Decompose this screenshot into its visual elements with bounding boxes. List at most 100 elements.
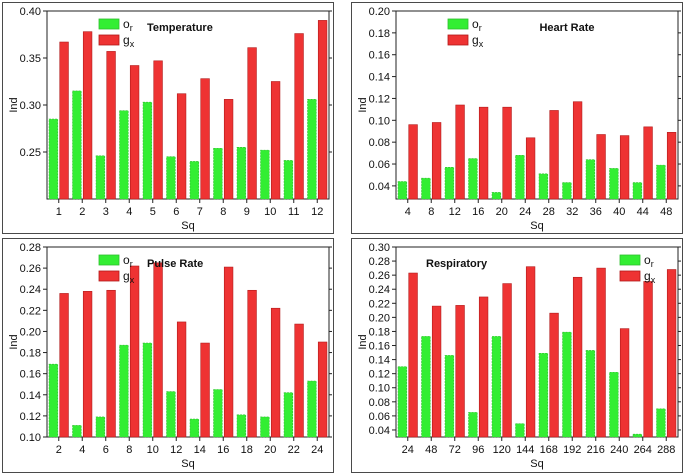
chart-respiratory-bar-gx-192: [572, 276, 583, 438]
chart-temperature-bar-or-4: [119, 110, 129, 200]
chart-respiratory-xtick-label: 240: [610, 444, 628, 456]
chart-respiratory-ytick-label: 0.22: [369, 298, 390, 310]
chart-pulse-rate-bar-or-20: [260, 416, 270, 438]
chart-respiratory-legend-label-or: or: [644, 253, 654, 269]
chart-respiratory-xtick-label: 24: [402, 444, 414, 456]
chart-pulse-rate-xtick-label: 4: [79, 444, 85, 456]
chart-heart-rate-bar-or-44: [632, 182, 643, 200]
chart-heart-rate-bar-or-24: [515, 154, 525, 200]
chart-pulse-rate-bar-or-6: [95, 416, 106, 438]
chart-respiratory-bar-gx-216: [596, 267, 606, 438]
chart-pulse-rate-legend-label-or: or: [123, 253, 133, 269]
chart-pulse-rate-ytick-label: 0.26: [20, 263, 41, 275]
chart-heart-rate-bar-or-32: [562, 182, 572, 200]
chart-pulse-rate-xtick-label: 10: [147, 444, 159, 456]
chart-heart-rate-bar-or-8: [421, 177, 431, 200]
chart-heart-rate-legend-label-or: or: [472, 17, 482, 33]
chart-temperature-bar-gx-2: [82, 31, 93, 200]
chart-pulse-rate-bar-or-12: [166, 391, 176, 438]
chart-pulse-rate-ytick-label: 0.18: [20, 348, 41, 360]
chart-pulse-rate-bar-gx-24: [317, 341, 328, 438]
chart-pulse-rate-ytick-label: 0.10: [20, 432, 41, 444]
chart-heart-rate-xtick-label: 36: [590, 206, 602, 218]
chart-respiratory-xtick-label: 264: [634, 444, 652, 456]
chart-pulse-rate-ytick-label: 0.14: [20, 390, 41, 402]
chart-pulse-rate-legend-swatch-or: [98, 254, 120, 266]
chart-respiratory-xtick-label: 144: [516, 444, 534, 456]
chart-respiratory-bar-or-144: [515, 423, 525, 438]
chart-heart-rate-ytick-label: 0.18: [369, 28, 390, 40]
chart-pulse-rate-bar-gx-14: [200, 342, 210, 438]
chart-heart-rate-bar-gx-44: [643, 126, 653, 200]
chart-respiratory-bar-gx-120: [502, 283, 512, 438]
chart-pulse-rate-bar-or-18: [236, 414, 247, 438]
chart-heart-rate-bar-or-28: [538, 173, 549, 200]
chart-heart-rate-bar-gx-16: [478, 106, 489, 200]
chart-heart-rate-bar-or-40: [609, 168, 619, 200]
chart-respiratory-xtick-label: 120: [493, 444, 511, 456]
chart-temperature-bar-or-3: [95, 155, 106, 200]
chart-pulse-rate-bar-gx-18: [247, 289, 257, 438]
chart-pulse-rate-xtick-label: 16: [217, 444, 229, 456]
chart-temperature-legend-swatch-gx: [98, 34, 120, 46]
chart-heart-rate-bar-gx-24: [525, 137, 536, 200]
chart-respiratory-bar-gx-264: [643, 281, 653, 438]
chart-respiratory-ytick-label: 0.12: [369, 369, 390, 381]
chart-temperature-xtick-label: 12: [311, 206, 323, 218]
chart-heart-rate-bar-gx-20: [502, 106, 512, 200]
chart-temperature-xtick-label: 2: [79, 206, 85, 218]
chart-heart-rate-bar-or-36: [585, 159, 596, 200]
chart-heart-rate-bar-or-16: [468, 158, 478, 200]
chart-respiratory-bar-or-72: [444, 355, 455, 438]
chart-pulse-rate-legend-label-gx: gx: [123, 269, 135, 285]
chart-pulse-rate-xtick-label: 2: [56, 444, 62, 456]
chart-temperature-bar-gx-10: [270, 81, 281, 200]
chart-heart-rate-bar-or-20: [491, 192, 502, 200]
chart-heart-rate-ytick-label: 0.16: [369, 50, 390, 62]
chart-respiratory-bar-or-168: [538, 352, 549, 438]
chart-pulse-rate-xtick-label: 20: [264, 444, 276, 456]
chart-pulse-rate-y-axis-title: Ind: [8, 334, 20, 349]
chart-respiratory-xtick-label: 72: [449, 444, 461, 456]
chart-pulse-rate-bar-or-10: [142, 342, 153, 438]
chart-temperature-xtick-label: 9: [244, 206, 250, 218]
chart-heart-rate-x-axis-title: Sq: [530, 220, 543, 232]
chart-temperature-bar-or-11: [283, 160, 294, 200]
chart-heart-rate-ytick-label: 0.12: [369, 93, 390, 105]
chart-pulse-rate-xtick-label: 24: [311, 444, 323, 456]
chart-respiratory-ytick-label: 0.08: [369, 397, 390, 409]
chart-heart-rate-ytick-label: 0.06: [369, 159, 390, 171]
chart-temperature-bar-gx-4: [129, 65, 140, 200]
chart-temperature-xtick-label: 4: [126, 206, 132, 218]
chart-heart-rate-ytick-label: 0.20: [369, 6, 390, 18]
chart-respiratory-xtick-label: 192: [563, 444, 581, 456]
chart-respiratory-ytick-label: 0.26: [369, 270, 390, 282]
chart-pulse-rate-bar-gx-8: [129, 265, 140, 438]
chart-pulse-rate-ytick-label: 0.20: [20, 326, 41, 338]
chart-pulse-rate-bar-gx-20: [270, 307, 281, 438]
chart-temperature-bar-gx-9: [247, 47, 257, 200]
chart-pulse-rate-ytick-label: 0.12: [20, 411, 41, 423]
chart-respiratory-ytick-label: 0.04: [369, 425, 390, 437]
chart-temperature-xtick-label: 3: [103, 206, 109, 218]
chart-respiratory-bar-or-24: [397, 366, 408, 438]
chart-respiratory-ytick-label: 0.20: [369, 312, 390, 324]
chart-respiratory-bar-gx-24: [408, 272, 418, 438]
chart-pulse-rate-bar-or-22: [283, 392, 294, 438]
chart-panel-temperature: 0.25 0.30 0.35 0.40 1 2 3 4 5 6 7 8 9 10 11 12 Sq Ind or gx…: [2, 2, 334, 234]
chart-heart-rate-xtick-label: 16: [472, 206, 484, 218]
chart-temperature-xtick-label: 1: [56, 206, 62, 218]
chart-heart-rate-xtick-label: 24: [519, 206, 531, 218]
chart-respiratory-xtick-label: 288: [657, 444, 675, 456]
chart-respiratory-ytick-label: 0.24: [369, 284, 390, 296]
chart-pulse-rate-ytick-label: 0.24: [20, 284, 41, 296]
chart-pulse-rate-ytick-label: 0.16: [20, 369, 41, 381]
chart-heart-rate-xtick-label: 44: [637, 206, 649, 218]
chart-heart-rate-bar-gx-4: [408, 124, 418, 200]
chart-respiratory-bar-gx-168: [549, 312, 559, 438]
chart-pulse-rate-bar-gx-22: [294, 323, 304, 438]
chart-respiratory-ytick-label: 0.28: [369, 256, 390, 268]
chart-heart-rate-legend-label-gx: gx: [472, 33, 484, 49]
chart-heart-rate-xtick-label: 40: [613, 206, 625, 218]
chart-temperature-legend-label-gx: gx: [123, 33, 135, 49]
